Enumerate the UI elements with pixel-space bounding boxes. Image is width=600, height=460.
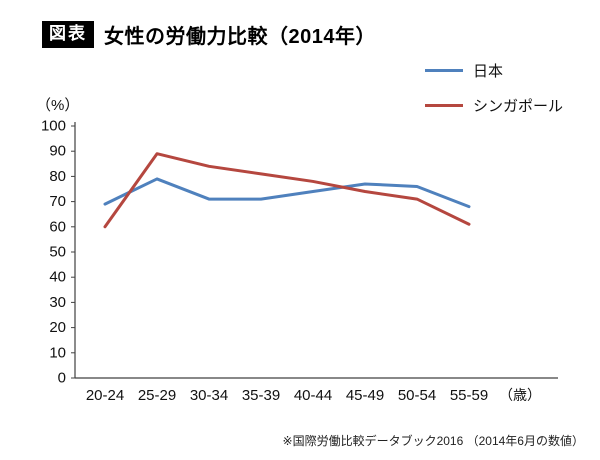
line-chart: 0 10 20 30 40 50 60 70 80 90 100 20-24 25-29 30-34 35-… bbox=[41, 118, 558, 404]
x-tick-label: 45-49 bbox=[346, 387, 384, 404]
legend-label: 日本 bbox=[473, 63, 504, 80]
figure-badge: 図表 bbox=[42, 21, 94, 48]
x-tick-label: 35-39 bbox=[242, 387, 280, 404]
legend-item: シンガポール bbox=[425, 95, 563, 116]
x-tick-label: 50-54 bbox=[398, 387, 436, 404]
y-tick-label: 60 bbox=[49, 218, 66, 235]
legend: 日本 シンガポール bbox=[425, 60, 563, 116]
y-tick-label: 20 bbox=[49, 319, 66, 336]
y-tick-label: 40 bbox=[49, 269, 66, 286]
y-axis-unit-label: （%） bbox=[36, 97, 80, 114]
x-axis-unit-label: （歳） bbox=[499, 387, 541, 403]
y-tick-label: 70 bbox=[49, 193, 66, 210]
legend-item: 日本 bbox=[425, 60, 563, 81]
y-tick-label: 50 bbox=[49, 244, 66, 261]
x-tick-label: 25-29 bbox=[138, 387, 176, 404]
source-note: ※国際労働比較データブック2016 （2014年6月の数値） bbox=[282, 434, 584, 448]
series-line bbox=[103, 177, 471, 209]
x-tick-label: 20-24 bbox=[86, 387, 124, 404]
x-tick-label: 55-59 bbox=[450, 387, 488, 404]
legend-label: シンガポール bbox=[473, 98, 564, 115]
y-tick-label: 30 bbox=[49, 294, 66, 311]
legend-swatch bbox=[425, 69, 463, 72]
legend-swatch bbox=[425, 104, 463, 107]
x-tick-label: 40-44 bbox=[294, 387, 332, 404]
y-tick-label: 90 bbox=[49, 143, 66, 160]
x-tick-label: 30-34 bbox=[190, 387, 228, 404]
series-line bbox=[103, 152, 471, 229]
y-tick-label: 80 bbox=[49, 168, 66, 185]
y-tick-label: 0 bbox=[58, 370, 66, 387]
y-tick-label: 10 bbox=[49, 344, 66, 361]
chart-title: 女性の労働力比較（2014年） bbox=[104, 26, 376, 48]
chart-header: 図表 女性の労働力比較（2014年） bbox=[42, 20, 376, 49]
y-tick-label: 100 bbox=[41, 118, 66, 135]
